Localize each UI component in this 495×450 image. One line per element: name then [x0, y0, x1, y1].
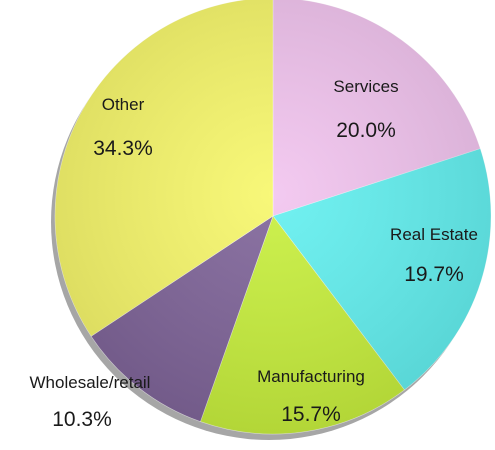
slice-label-other: Other	[102, 95, 145, 114]
pie-labels: Services 20.0% Real Estate 19.7% Manufacturi…	[30, 77, 478, 431]
slice-value-services: 20.0%	[336, 119, 396, 142]
slice-label-wholesale-retail: Wholesale/retail	[30, 373, 151, 392]
slice-value-manufacturing: 15.7%	[281, 403, 341, 426]
slice-value-other: 34.3%	[93, 137, 153, 160]
slice-label-services: Services	[333, 77, 398, 96]
slice-label-manufacturing: Manufacturing	[257, 367, 365, 386]
slice-label-real-estate: Real Estate	[390, 225, 478, 244]
slice-value-real-estate: 19.7%	[404, 263, 464, 286]
slice-value-wholesale-retail: 10.3%	[52, 408, 112, 431]
